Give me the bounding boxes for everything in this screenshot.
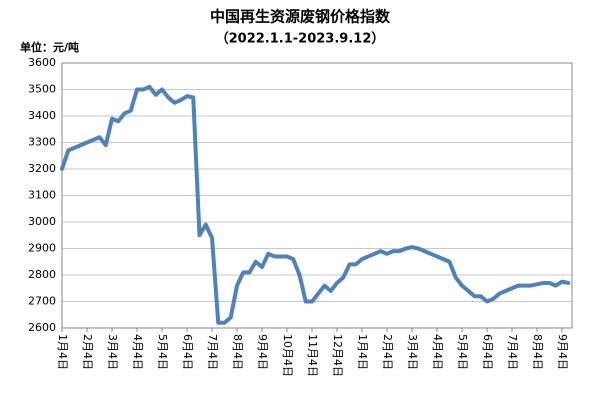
y-tick-label: 2900 bbox=[28, 242, 56, 255]
chart-subtitle: （2022.1.1-2023.9.12） bbox=[216, 31, 385, 47]
y-tick-label: 2700 bbox=[28, 295, 56, 308]
x-tick-label: 5月4日 bbox=[456, 334, 469, 370]
y-tick-label: 3600 bbox=[28, 56, 56, 69]
x-tick-label: 9月4日 bbox=[256, 334, 269, 370]
y-tick-label: 2600 bbox=[28, 321, 56, 334]
x-tick-label: 10月4日 bbox=[281, 334, 294, 377]
x-tick-label: 7月4日 bbox=[206, 334, 219, 370]
x-tick-label: 11月4日 bbox=[306, 334, 319, 377]
x-tick-label: 2月4日 bbox=[381, 334, 394, 370]
x-tick-label: 2月4日 bbox=[81, 334, 94, 370]
chart-title: 中国再生资源废钢价格指数 bbox=[210, 8, 391, 26]
x-tick-label: 4月4日 bbox=[431, 334, 444, 370]
x-tick-label: 6月4日 bbox=[181, 334, 194, 370]
y-tick-label: 2800 bbox=[28, 268, 56, 281]
x-tick-label: 9月4日 bbox=[556, 334, 569, 370]
y-tick-label: 3100 bbox=[28, 189, 56, 202]
x-tick-label: 7月4日 bbox=[506, 334, 519, 370]
x-tick-label: 8月4日 bbox=[531, 334, 544, 370]
y-tick-label: 3400 bbox=[28, 109, 56, 122]
x-tick-label: 5月4日 bbox=[156, 334, 169, 370]
y-tick-label: 3500 bbox=[28, 83, 56, 96]
y-tick-label: 3000 bbox=[28, 215, 56, 228]
price-line bbox=[60, 84, 571, 325]
x-tick-label: 3月4日 bbox=[106, 334, 119, 370]
x-tick-label: 8月4日 bbox=[231, 334, 244, 370]
x-tick-label: 4月4日 bbox=[131, 334, 144, 370]
x-tick-label: 1月4日 bbox=[56, 334, 69, 370]
y-tick-label: 3300 bbox=[28, 136, 56, 149]
y-axis-label: 单位：元/吨 bbox=[20, 40, 79, 54]
x-tick-label: 1月4日 bbox=[356, 334, 369, 370]
plot-frame bbox=[61, 62, 573, 329]
x-tick-label: 6月4日 bbox=[481, 334, 494, 370]
y-tick-label: 3200 bbox=[28, 162, 56, 175]
x-tick-label: 3月4日 bbox=[406, 334, 419, 370]
x-tick-label: 12月4日 bbox=[331, 334, 344, 377]
